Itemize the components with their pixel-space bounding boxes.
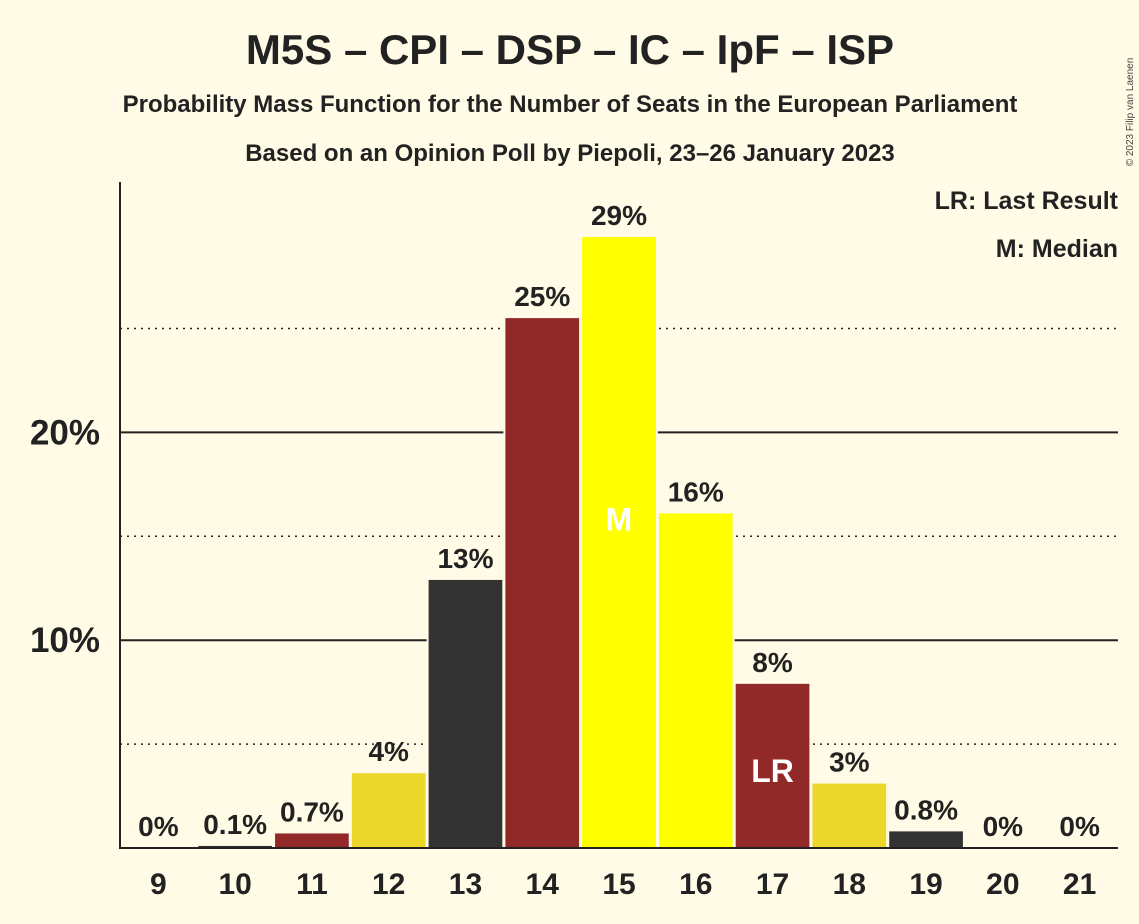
- data-label-17: 8%: [752, 647, 793, 678]
- x-tick-label-14: 14: [526, 868, 560, 901]
- x-tick-label-18: 18: [833, 868, 866, 901]
- chart-title: M5S – CPI – DSP – IC – IpF – ISP: [246, 26, 894, 73]
- x-tick-label-17: 17: [756, 868, 789, 901]
- x-tick-label-11: 11: [296, 868, 328, 901]
- bar-17: [735, 683, 810, 848]
- marker-lr: LR: [751, 753, 794, 789]
- data-label-16: 16%: [668, 476, 724, 507]
- bar-18: [812, 783, 887, 848]
- data-label-9: 0%: [138, 811, 179, 842]
- bar-19: [889, 831, 963, 848]
- bar-11: [275, 833, 349, 848]
- x-tick-label-16: 16: [679, 868, 712, 901]
- data-label-19: 0.8%: [894, 794, 958, 825]
- x-tick-label-13: 13: [449, 868, 482, 901]
- bar-16: [658, 513, 733, 848]
- x-tick-label-20: 20: [986, 868, 1019, 901]
- y-axis-ticks: 10% 20%: [30, 413, 100, 660]
- data-labels: 0% 0.1% 0.7% 4% 13% 25% 29% 16% 8% 3% 0.8% 0% 0% M LR: [138, 200, 1100, 842]
- chart-subtitle-source: Based on an Opinion Poll by Piepoli, 23–…: [245, 140, 895, 167]
- x-tick-label-15: 15: [602, 868, 635, 901]
- data-label-15: 29%: [591, 200, 647, 231]
- data-label-13: 13%: [437, 543, 493, 574]
- y-tick-label: 20%: [30, 413, 100, 452]
- data-label-20: 0%: [983, 811, 1024, 842]
- y-tick-label: 10%: [30, 621, 100, 660]
- data-label-18: 3%: [829, 747, 870, 778]
- bar-14: [505, 318, 580, 848]
- bar-10: [198, 845, 273, 848]
- data-label-11: 0.7%: [280, 796, 344, 827]
- bar-13: [428, 579, 503, 848]
- x-axis-ticks: 9 10 11 12 13 14 15 16 17 18 19 20 21: [150, 868, 1096, 901]
- x-tick-label-9: 9: [150, 868, 167, 901]
- chart-subtitle: Probability Mass Function for the Number…: [123, 91, 1018, 118]
- bar-12: [351, 773, 426, 848]
- x-tick-label-10: 10: [218, 868, 251, 901]
- bar-15: [582, 237, 656, 848]
- x-tick-label-21: 21: [1063, 868, 1096, 901]
- data-label-10: 0.1%: [203, 809, 267, 840]
- legend-median: M: Median: [996, 235, 1118, 263]
- bars: [196, 235, 965, 848]
- legend-last-result: LR: Last Result: [935, 187, 1119, 215]
- data-label-12: 4%: [368, 736, 409, 767]
- x-tick-label-12: 12: [372, 868, 405, 901]
- data-label-21: 0%: [1059, 811, 1100, 842]
- data-label-14: 25%: [514, 281, 570, 312]
- copyright-note: © 2023 Filip van Laenen: [1125, 58, 1136, 167]
- x-tick-label-19: 19: [909, 868, 942, 901]
- marker-m: M: [606, 501, 633, 537]
